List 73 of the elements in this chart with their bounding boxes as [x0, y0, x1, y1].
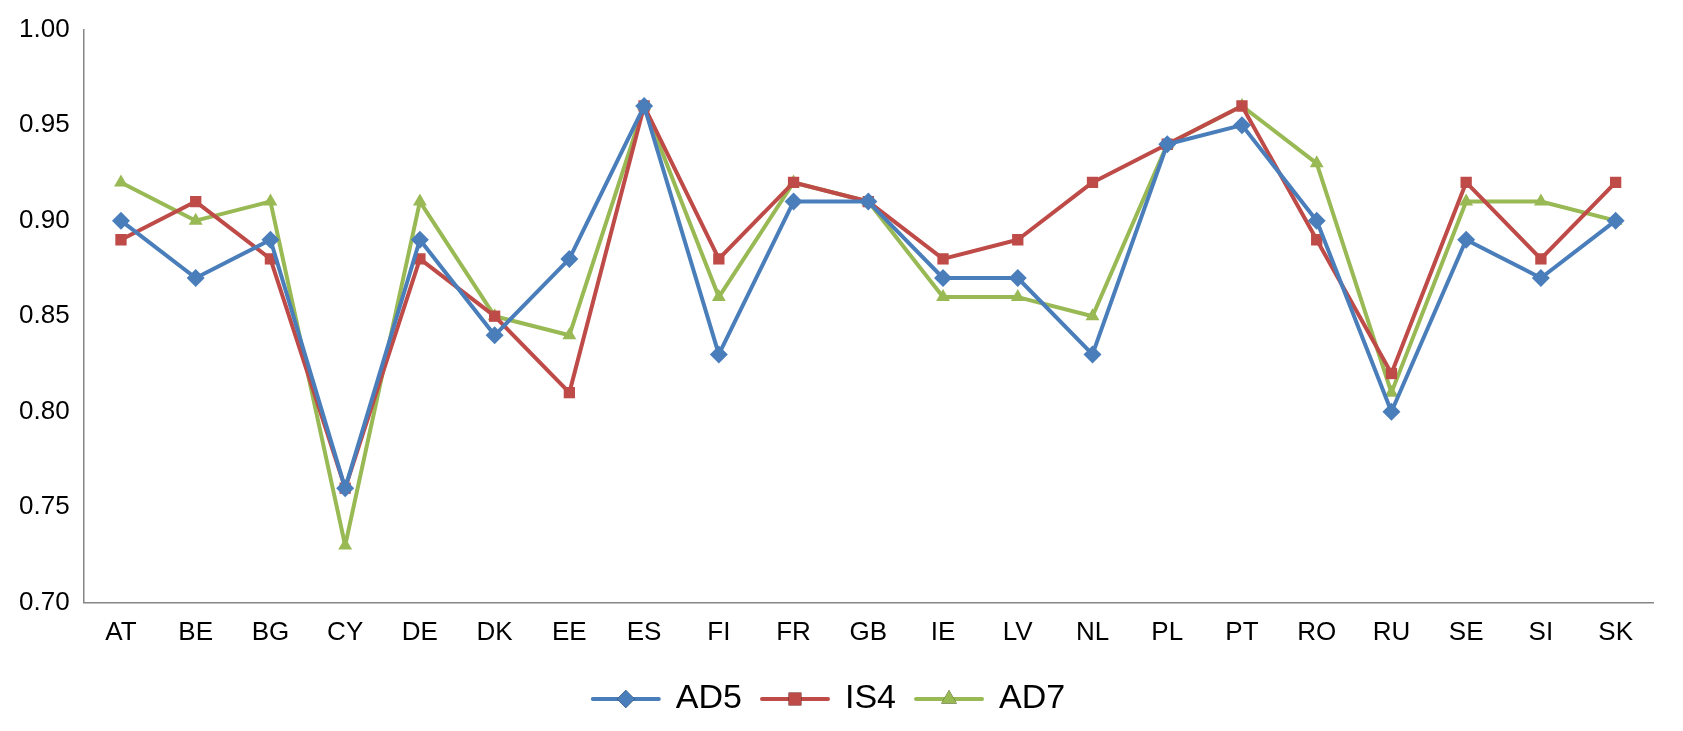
- x-tick-label: LV: [1002, 615, 1034, 646]
- point: [1533, 193, 1548, 206]
- point: [936, 289, 950, 302]
- point: [1309, 155, 1324, 168]
- point: [1086, 176, 1099, 189]
- point: [784, 192, 803, 211]
- point: [412, 193, 427, 206]
- point: [188, 212, 203, 225]
- x-tick-label: SI: [1528, 615, 1554, 646]
- y-tick-label: 0.90: [18, 203, 70, 234]
- point: [1158, 135, 1177, 154]
- point: [1460, 176, 1472, 189]
- point: [1535, 253, 1547, 265]
- legend-label: AD7: [999, 677, 1066, 716]
- x-tick-label: RU: [1372, 615, 1411, 646]
- point: [336, 479, 355, 498]
- point: [114, 174, 128, 187]
- point: [1382, 402, 1401, 421]
- point: [111, 211, 130, 230]
- x-tick-label: GB: [849, 615, 888, 646]
- x-tick-label: PL: [1151, 615, 1184, 646]
- x-tick-label: IE: [930, 615, 956, 646]
- point: [563, 386, 576, 399]
- point: [186, 268, 205, 287]
- point: [1606, 211, 1625, 230]
- point: [190, 195, 202, 208]
- x-tick-label: FR: [776, 615, 811, 646]
- point: [485, 326, 504, 345]
- y-tick-label: 0.85: [18, 299, 70, 330]
- x-tick-label: PT: [1225, 615, 1259, 646]
- x-tick-label: BG: [251, 615, 290, 646]
- x-tick-label: FI: [707, 615, 731, 646]
- point: [713, 253, 725, 265]
- point: [560, 249, 579, 268]
- x-tick-label: RO: [1297, 615, 1337, 646]
- point: [263, 193, 278, 206]
- x-tick-label: SE: [1448, 615, 1484, 646]
- y-tick-label: 0.70: [18, 585, 70, 616]
- point: [1085, 308, 1100, 321]
- x-tick-label: CY: [327, 615, 364, 646]
- x-tick-label: EE: [552, 615, 587, 646]
- point: [1311, 234, 1323, 246]
- x-tick-label: DK: [476, 615, 514, 646]
- point: [1459, 193, 1474, 206]
- y-tick-label: 0.80: [18, 394, 70, 425]
- legend-label: IS4: [844, 677, 897, 716]
- x-tick-label: ES: [626, 615, 662, 646]
- point: [1307, 211, 1326, 230]
- point: [709, 345, 728, 364]
- point: [937, 253, 949, 265]
- point: [711, 289, 726, 302]
- point: [1531, 268, 1550, 287]
- y-tick-label: 0.95: [18, 108, 70, 139]
- point: [1609, 176, 1622, 189]
- point: [410, 230, 429, 249]
- point: [859, 192, 878, 211]
- x-tick-label: SK: [1598, 615, 1634, 646]
- y-tick-label: 1.00: [18, 12, 70, 43]
- point: [1012, 234, 1024, 246]
- point: [1385, 367, 1398, 380]
- point: [1457, 230, 1476, 249]
- point: [1232, 116, 1251, 135]
- y-tick-label: 0.75: [18, 490, 70, 521]
- x-tick-label: AT: [105, 615, 137, 646]
- point: [1083, 345, 1102, 364]
- point: [1010, 289, 1025, 302]
- point: [562, 327, 577, 340]
- point: [115, 234, 127, 246]
- legend-label: AD5: [675, 677, 742, 716]
- x-tick-label: BE: [178, 615, 214, 646]
- point: [261, 230, 280, 249]
- x-tick-label: NL: [1075, 615, 1110, 646]
- x-tick-label: DE: [401, 615, 438, 646]
